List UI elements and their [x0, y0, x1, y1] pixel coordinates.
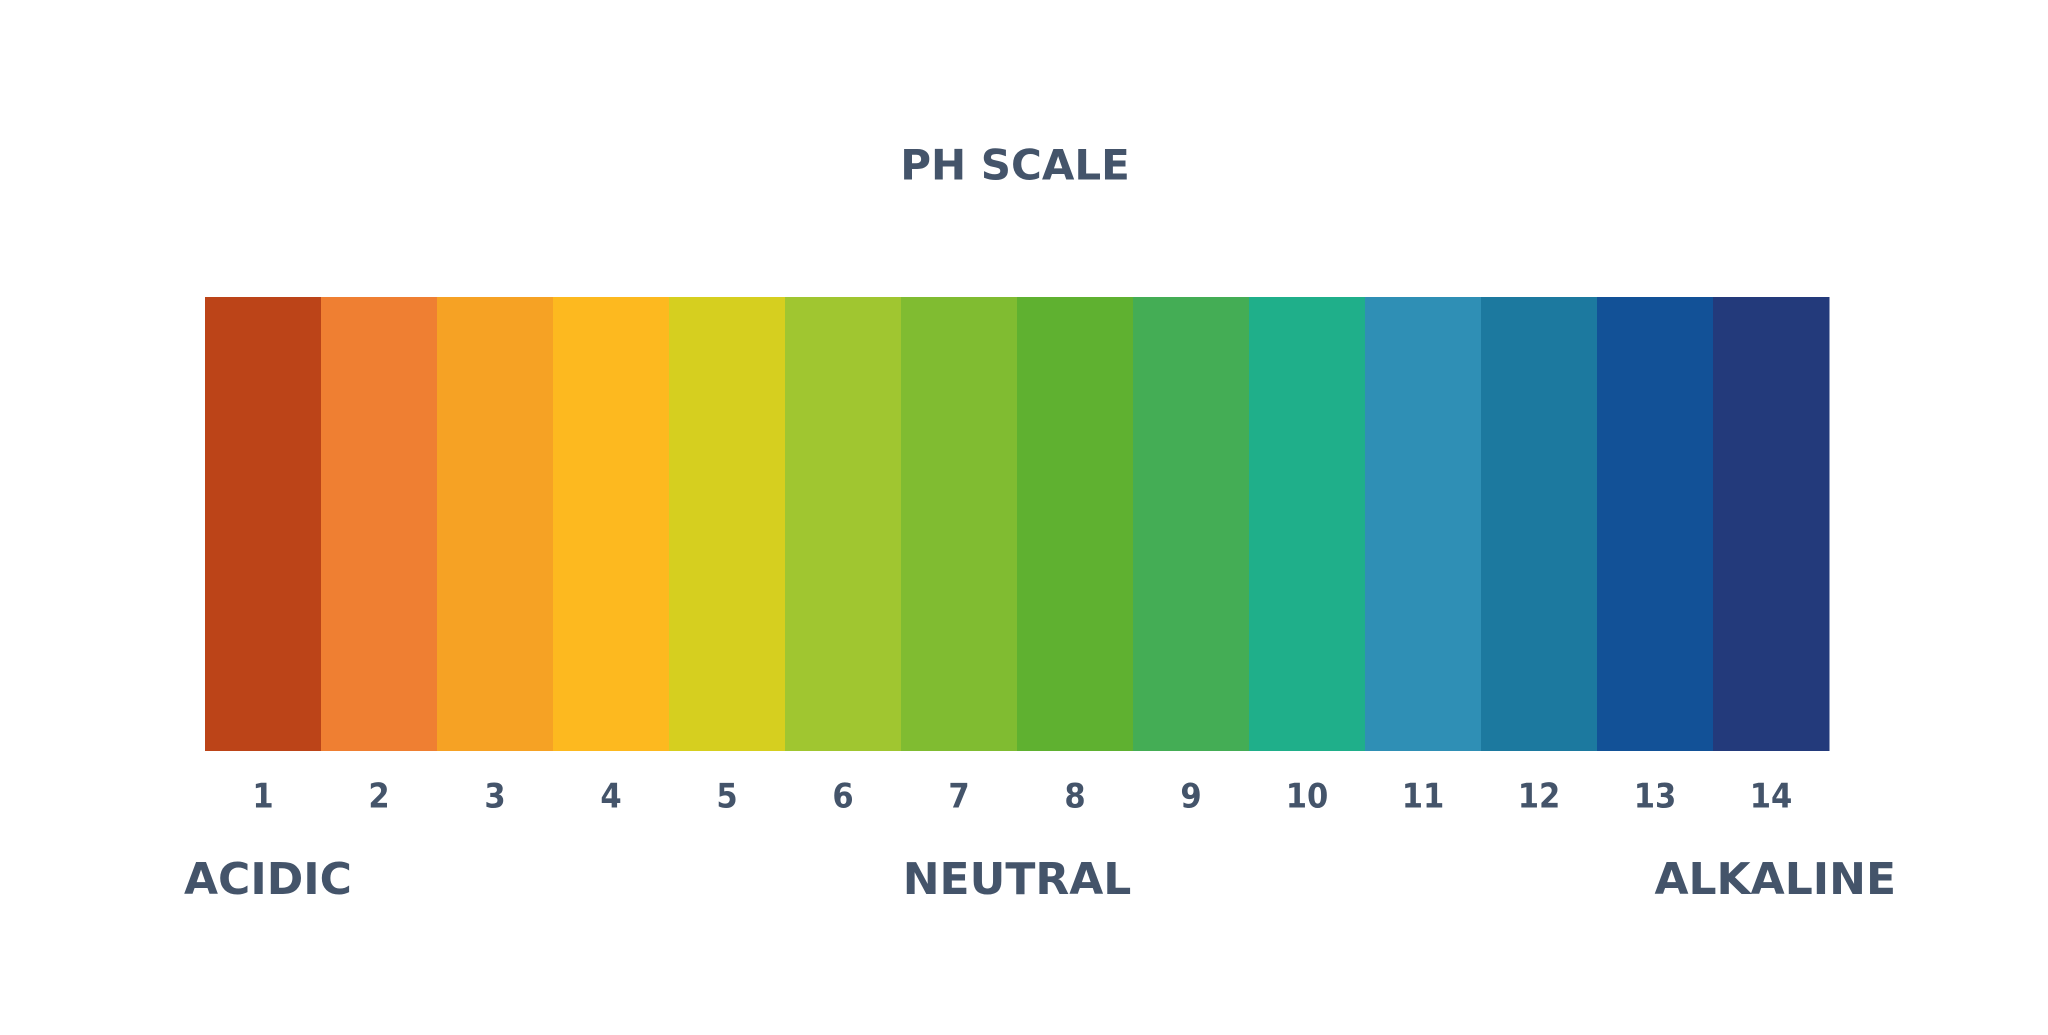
alkaline-label: ALKALINE — [1654, 854, 1896, 905]
ph-number: 3 — [484, 777, 505, 817]
ph-segment — [205, 297, 322, 751]
ph-segment — [1365, 297, 1482, 751]
ph-number: 13 — [1634, 777, 1677, 817]
ph-segment — [321, 297, 438, 751]
ph-segment — [901, 297, 1018, 751]
ph-number: 12 — [1518, 777, 1561, 817]
scale-bar — [205, 297, 1830, 751]
ph-number: 7 — [948, 777, 969, 817]
ph-segment — [1249, 297, 1366, 751]
ph-number: 9 — [1180, 777, 1201, 817]
ph-number: 1 — [252, 777, 273, 817]
ph-segment — [553, 297, 670, 751]
ph-segment — [1481, 297, 1598, 751]
neutral-label: NEUTRAL — [903, 854, 1132, 905]
ph-number: 8 — [1064, 777, 1085, 817]
title: PH SCALE — [900, 141, 1130, 190]
ph-segment — [437, 297, 554, 751]
ph-segment — [1713, 297, 1830, 751]
ph-number: 11 — [1402, 777, 1445, 817]
ph-number: 2 — [368, 777, 389, 817]
acidic-label: ACIDIC — [184, 854, 352, 905]
ph-number: 10 — [1286, 777, 1329, 817]
ph-number: 5 — [716, 777, 737, 817]
ph-number: 14 — [1750, 777, 1793, 817]
ph-segment — [1133, 297, 1250, 751]
ph-number: 6 — [832, 777, 853, 817]
ph-segment — [785, 297, 902, 751]
ph-segment — [669, 297, 786, 751]
ph-segment — [1597, 297, 1714, 751]
ph-number: 4 — [600, 777, 621, 817]
ph-segment — [1017, 297, 1134, 751]
